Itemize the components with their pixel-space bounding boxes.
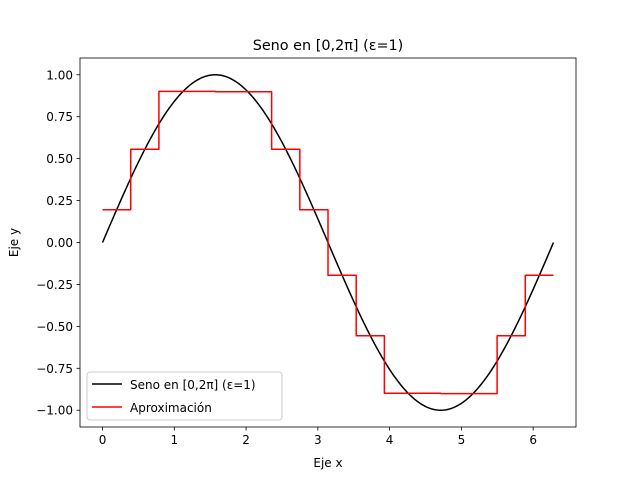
series-layer [101,74,555,411]
x-tick-label: 1 [170,433,178,447]
y-tick-label: 0.00 [46,236,73,250]
y-tick-label: 0.25 [46,194,73,208]
x-tick-label: 0 [99,433,107,447]
legend-box [86,371,283,421]
legend-label-sine: Seno en [0,2π] (ε=1) [130,378,256,392]
y-tick-label: 1.00 [46,68,73,82]
y-tick-label: 0.50 [46,152,73,166]
y-tick-label: −0.75 [36,362,73,376]
y-axis-label: Eje y [7,228,21,257]
x-tick-label: 2 [242,433,250,447]
y-axis-ticks: −1.00 −0.75 −0.50 −0.25 0.00 0.25 0.50 0.75 1.00 [36,68,80,418]
x-tick-label: 3 [314,433,322,447]
legend-label-approximation: Aproximación [130,401,212,415]
x-tick-label: 4 [386,433,394,447]
y-tick-label: −0.50 [36,320,73,334]
approximation-series-line [102,90,554,395]
legend: Seno en [0,2π] (ε=1) Aproximación [86,371,283,421]
x-tick-label: 6 [529,433,537,447]
x-axis-label: Eje x [313,456,342,470]
y-tick-label: 0.75 [46,110,73,124]
y-tick-label: −1.00 [36,404,73,418]
y-tick-label: −0.25 [36,278,73,292]
x-axis-ticks: 0 1 2 3 4 5 6 [99,427,537,447]
chart-title: Seno en [0,2π] (ε=1) [253,38,404,54]
plot-area [79,57,577,428]
x-tick-label: 5 [458,433,466,447]
